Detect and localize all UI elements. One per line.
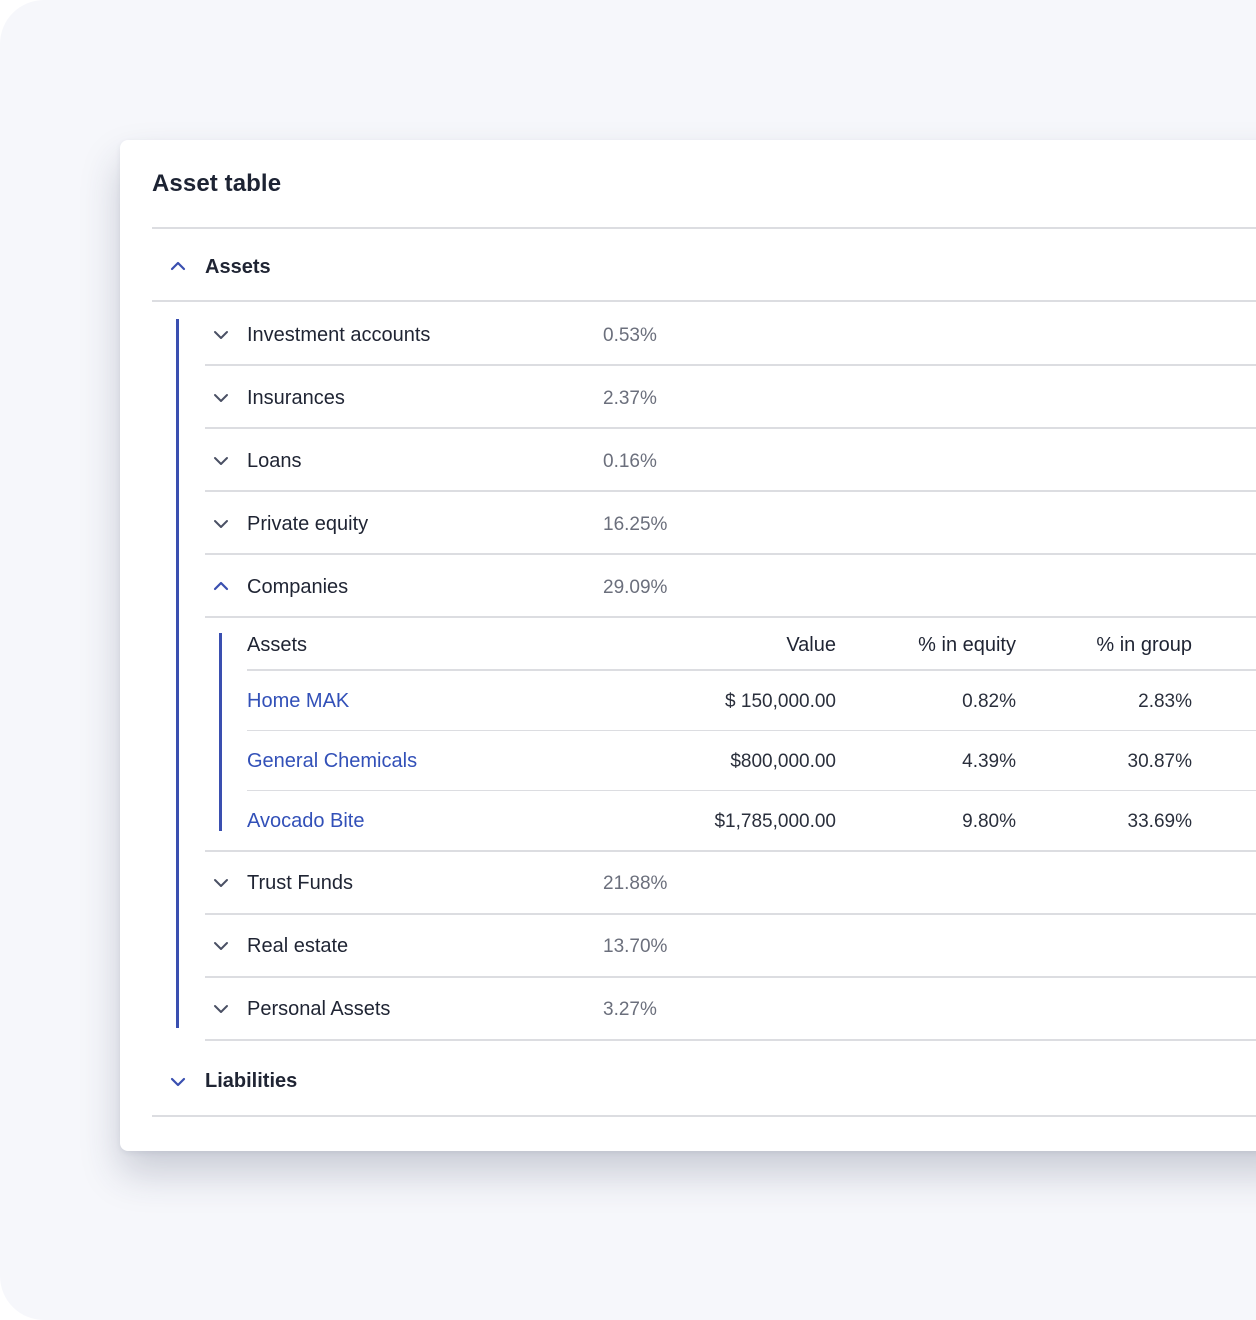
category-row-companies[interactable]: Companies 29.09% (205, 568, 1256, 608)
asset-link-avocado-bite[interactable]: Avocado Bite (247, 810, 365, 832)
group-label-assets: Assets (205, 256, 271, 278)
asset-link-general-chemicals[interactable]: General Chemicals (247, 750, 418, 772)
divider (205, 976, 1256, 978)
divider (205, 913, 1256, 915)
chevron-down-icon (211, 936, 231, 956)
cell-pct-group: 2.83% (1138, 691, 1192, 712)
cell-value: $ 150,000.00 (725, 691, 836, 712)
chevron-down-icon (211, 514, 231, 534)
group-header-assets[interactable]: Assets (152, 248, 1256, 288)
category-label: Private equity (247, 513, 369, 535)
category-percent: 21.88% (603, 873, 668, 894)
cell-pct-group: 33.69% (1127, 811, 1192, 832)
divider (205, 850, 1256, 852)
chevron-up-icon (211, 576, 231, 596)
group-header-liabilities[interactable]: Liabilities (152, 1062, 1256, 1102)
divider (205, 553, 1256, 555)
category-label: Insurances (247, 387, 345, 409)
cell-value: $800,000.00 (730, 751, 836, 772)
chevron-down-icon (211, 999, 231, 1019)
category-percent: 16.25% (603, 514, 668, 535)
category-label: Loans (247, 450, 302, 472)
asset-table-card: Asset table Assets Investment accounts 0… (120, 140, 1256, 1151)
column-header-pct-equity: % in equity (918, 634, 1016, 656)
category-percent: 29.09% (603, 577, 668, 598)
category-label: Personal Assets (247, 998, 391, 1020)
cell-pct-equity: 0.82% (962, 691, 1016, 712)
category-percent: 0.16% (603, 451, 657, 472)
divider (247, 790, 1256, 791)
column-header-value: Value (786, 634, 836, 656)
category-row-investment-accounts[interactable]: Investment accounts 0.53% (205, 316, 1256, 356)
category-label: Companies (247, 576, 349, 598)
divider (205, 364, 1256, 366)
divider (247, 669, 1256, 671)
chevron-down-icon (211, 873, 231, 893)
divider (247, 730, 1256, 731)
chevron-down-icon (211, 451, 231, 471)
group-label-liabilities: Liabilities (205, 1070, 298, 1092)
category-percent: 0.53% (603, 325, 657, 346)
chevron-down-icon (211, 388, 231, 408)
cell-pct-equity: 9.80% (962, 811, 1016, 832)
category-row-insurances[interactable]: Insurances 2.37% (205, 379, 1256, 419)
divider (205, 1039, 1256, 1041)
category-row-loans[interactable]: Loans 0.16% (205, 442, 1256, 482)
category-percent: 2.37% (603, 388, 657, 409)
cell-value: $1,785,000.00 (714, 811, 836, 832)
category-label: Real estate (247, 935, 349, 957)
cell-pct-equity: 4.39% (962, 751, 1016, 772)
divider (152, 227, 1256, 229)
card-title: Asset table (152, 170, 282, 197)
divider (152, 1115, 1256, 1117)
category-row-private-equity[interactable]: Private equity 16.25% (205, 505, 1256, 545)
divider (205, 616, 1256, 618)
category-row-personal-assets[interactable]: Personal Assets 3.27% (205, 990, 1256, 1030)
category-percent: 13.70% (603, 936, 668, 957)
divider (205, 427, 1256, 429)
asset-link-home-mak[interactable]: Home MAK (247, 690, 350, 712)
category-row-real-estate[interactable]: Real estate 13.70% (205, 927, 1256, 967)
subtable-accent-line (219, 633, 222, 831)
column-header-pct-group: % in group (1096, 634, 1192, 656)
divider (152, 300, 1256, 302)
group-accent-line (176, 319, 179, 1028)
cell-pct-group: 30.87% (1127, 751, 1192, 772)
column-header-assets: Assets (247, 634, 308, 656)
category-row-trust-funds[interactable]: Trust Funds 21.88% (205, 864, 1256, 904)
chevron-down-icon (211, 325, 231, 345)
chevron-down-icon (168, 1072, 188, 1092)
divider (205, 490, 1256, 492)
category-percent: 3.27% (603, 999, 657, 1020)
category-label: Investment accounts (247, 324, 431, 346)
category-label: Trust Funds (247, 872, 353, 894)
chevron-up-icon (168, 256, 188, 276)
